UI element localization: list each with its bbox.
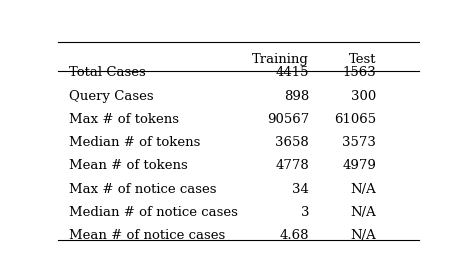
Text: N/A: N/A bbox=[350, 229, 376, 242]
Text: 61065: 61065 bbox=[334, 113, 376, 126]
Text: 90567: 90567 bbox=[267, 113, 309, 126]
Text: 4979: 4979 bbox=[342, 159, 376, 172]
Text: N/A: N/A bbox=[350, 182, 376, 196]
Text: N/A: N/A bbox=[350, 206, 376, 219]
Text: 34: 34 bbox=[292, 182, 309, 196]
Text: Median # of tokens: Median # of tokens bbox=[69, 136, 200, 149]
Text: Max # of notice cases: Max # of notice cases bbox=[69, 182, 217, 196]
Text: Query Cases: Query Cases bbox=[69, 90, 154, 103]
Text: Mean # of tokens: Mean # of tokens bbox=[69, 159, 188, 172]
Text: Mean # of notice cases: Mean # of notice cases bbox=[69, 229, 226, 242]
Text: Total Cases: Total Cases bbox=[69, 67, 146, 79]
Text: Test: Test bbox=[349, 53, 376, 66]
Text: Max # of tokens: Max # of tokens bbox=[69, 113, 179, 126]
Text: Training: Training bbox=[253, 53, 309, 66]
Text: 4415: 4415 bbox=[276, 67, 309, 79]
Text: 3573: 3573 bbox=[342, 136, 376, 149]
Text: 300: 300 bbox=[351, 90, 376, 103]
Text: 3658: 3658 bbox=[275, 136, 309, 149]
Text: 4778: 4778 bbox=[275, 159, 309, 172]
Text: 1563: 1563 bbox=[343, 67, 376, 79]
Text: 898: 898 bbox=[284, 90, 309, 103]
Text: 3: 3 bbox=[301, 206, 309, 219]
Text: Median # of notice cases: Median # of notice cases bbox=[69, 206, 238, 219]
Text: 4.68: 4.68 bbox=[280, 229, 309, 242]
